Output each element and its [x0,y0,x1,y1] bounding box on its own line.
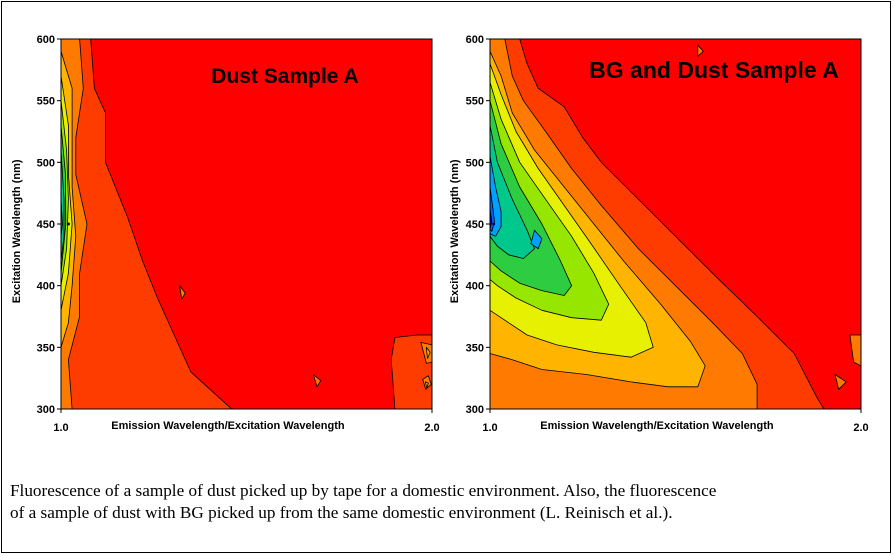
contour-band-level-1 [390,334,432,409]
contour-layer [61,39,432,409]
caption-line-1: Fluorescence of a sample of dust picked … [10,481,717,500]
x-tick-label: 2.0 [853,422,868,434]
figure-caption: Fluorescence of a sample of dust picked … [10,480,886,524]
contour-chart-dust-sample-a: 300 350 400 450 500 550 600 1.0 2.0 Emission Wave… [11,34,440,434]
contour-layer [490,39,861,409]
x-axis-label: Emission Wavelength/Excitation Wavelengt… [540,420,774,432]
y-tick-label: 300 [466,404,484,416]
chart-title: BG and Dust Sample A [589,57,839,83]
contour-band-level-2 [697,44,704,57]
x-axis-label: Emission Wavelength/Excitation Wavelengt… [111,420,345,432]
contour-chart-bg-and-dust-sample-a: 300 350 400 450 500 550 600 1.0 2.0 Emission Wave… [449,34,869,434]
caption-line-2: of a sample of dust with BG picked up fr… [10,503,673,522]
y-tick-label: 400 [466,281,484,293]
y-tick-label: 550 [466,96,484,108]
y-tick-label: 400 [37,281,55,293]
contour-band-level-8 [530,229,543,250]
y-tick-label: 350 [466,342,484,354]
contour-band-level-2 [420,341,432,364]
y-tick-label: 500 [37,157,55,169]
y-tick-label: 450 [466,219,484,231]
y-tick-label: 300 [37,404,55,416]
x-tick-label: 1.0 [53,422,68,434]
y-axis-label: Excitation Wavelength (nm) [449,159,461,303]
contour-band-level-3 [425,346,431,359]
y-tick-label: 550 [37,96,55,108]
peak-marker [492,222,496,226]
y-tick-label: 600 [466,34,484,46]
contour-band-level-2 [179,285,186,300]
contour-band-level-3 [424,381,429,389]
x-tick-label: 1.0 [482,422,497,434]
y-tick-label: 600 [37,34,55,46]
chart-title: Dust Sample A [211,65,358,88]
y-tick-label: 500 [466,157,484,169]
y-axis-label: Excitation Wavelength (nm) [11,159,23,303]
x-tick-label: 2.0 [424,422,439,434]
contour-band-level-2 [849,334,861,367]
y-tick-label: 450 [37,219,55,231]
contour-band-level-2 [834,374,847,390]
contour-band-level-2 [312,374,322,388]
peak-marker [66,222,70,226]
contour-band-level-1 [61,39,233,409]
y-tick-label: 350 [37,342,55,354]
